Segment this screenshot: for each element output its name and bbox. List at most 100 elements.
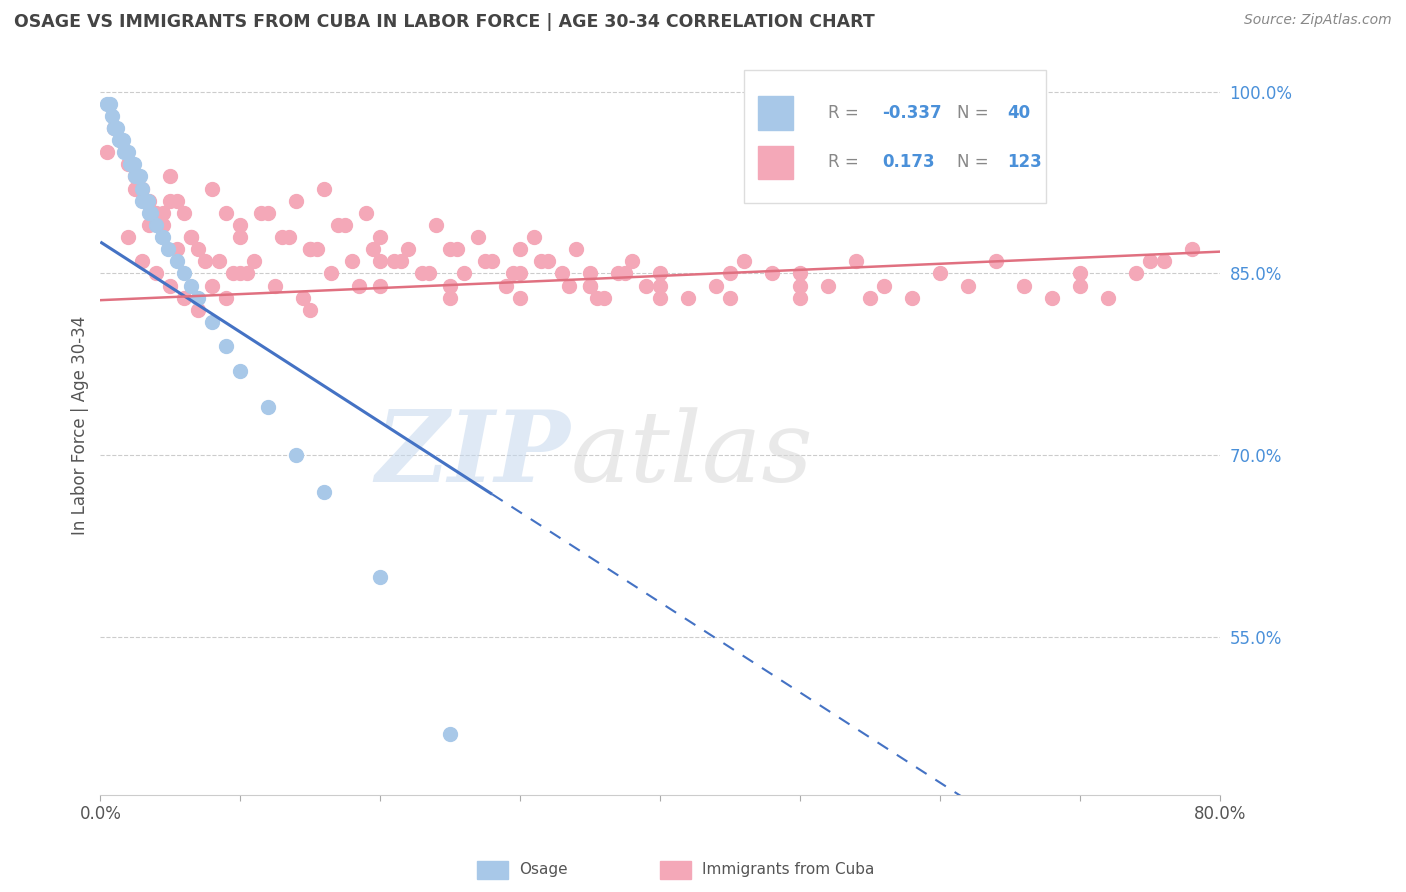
Point (307, 242, 329, 256)
Point (117, 145, 139, 160)
Point (789, 291, 811, 305)
Point (565, 242, 588, 256)
Text: 123: 123 (1007, 153, 1042, 171)
Point (222, 267, 245, 281)
Point (159, 169, 181, 184)
Point (145, 218, 167, 232)
Point (299, 302, 322, 317)
Point (361, 242, 384, 256)
Point (586, 291, 609, 305)
Point (593, 291, 616, 305)
Point (382, 254, 405, 268)
Text: N =: N = (956, 103, 994, 122)
Text: Osage: Osage (519, 863, 568, 877)
Point (173, 291, 195, 305)
Point (314, 181, 336, 195)
Point (108, 133, 131, 147)
Point (112, 145, 135, 160)
Text: N =: N = (956, 153, 994, 171)
Text: R =: R = (828, 153, 865, 171)
Point (439, 291, 461, 305)
Point (537, 254, 560, 268)
Point (425, 218, 447, 232)
Point (285, 449, 308, 463)
Point (439, 727, 461, 741)
Point (789, 267, 811, 281)
Point (718, 267, 741, 281)
Point (292, 291, 315, 305)
Point (215, 206, 238, 220)
Point (439, 278, 461, 293)
Point (467, 230, 489, 244)
Point (124, 169, 146, 184)
Point (481, 254, 503, 268)
Point (1139, 254, 1161, 268)
Text: 40: 40 (1007, 103, 1031, 122)
Point (152, 206, 174, 220)
Point (314, 484, 336, 499)
Point (187, 291, 209, 305)
Point (1181, 242, 1204, 256)
Point (271, 230, 294, 244)
Point (131, 181, 153, 195)
Point (243, 254, 266, 268)
Point (96, 96, 118, 111)
Text: atlas: atlas (571, 407, 813, 502)
Point (229, 218, 252, 232)
Point (349, 278, 371, 293)
Point (229, 267, 252, 281)
Point (761, 267, 783, 281)
Point (1125, 267, 1147, 281)
Point (131, 194, 153, 208)
Point (180, 230, 202, 244)
Point (187, 242, 209, 256)
Point (215, 339, 238, 353)
Point (1040, 291, 1063, 305)
Point (509, 267, 531, 281)
Point (96, 145, 118, 160)
Point (523, 230, 546, 244)
Point (614, 267, 637, 281)
Point (201, 278, 224, 293)
Point (236, 267, 259, 281)
Point (107, 133, 129, 147)
Point (285, 194, 308, 208)
Point (984, 254, 1007, 268)
Text: Immigrants from Cuba: Immigrants from Cuba (702, 863, 875, 877)
Point (208, 254, 231, 268)
Point (718, 291, 741, 305)
Point (180, 278, 202, 293)
Point (117, 230, 139, 244)
Point (495, 278, 517, 293)
Text: R =: R = (828, 103, 865, 122)
Point (110, 133, 132, 147)
Point (264, 278, 287, 293)
Point (551, 267, 574, 281)
Point (278, 230, 301, 244)
Point (621, 254, 644, 268)
Point (159, 278, 181, 293)
Point (502, 267, 524, 281)
Text: ZIP: ZIP (375, 407, 571, 503)
Point (901, 291, 924, 305)
Point (418, 267, 440, 281)
Point (139, 206, 162, 220)
Point (368, 230, 391, 244)
Point (103, 120, 125, 135)
Point (579, 278, 602, 293)
Point (648, 291, 671, 305)
Point (607, 267, 630, 281)
Point (845, 254, 868, 268)
Point (128, 169, 150, 184)
Point (159, 194, 181, 208)
Point (1012, 278, 1035, 293)
Point (100, 109, 122, 123)
Point (229, 230, 252, 244)
Point (1069, 278, 1091, 293)
Point (173, 206, 195, 220)
Point (152, 218, 174, 232)
Point (194, 254, 217, 268)
Point (368, 278, 391, 293)
Point (509, 291, 531, 305)
Point (105, 120, 128, 135)
